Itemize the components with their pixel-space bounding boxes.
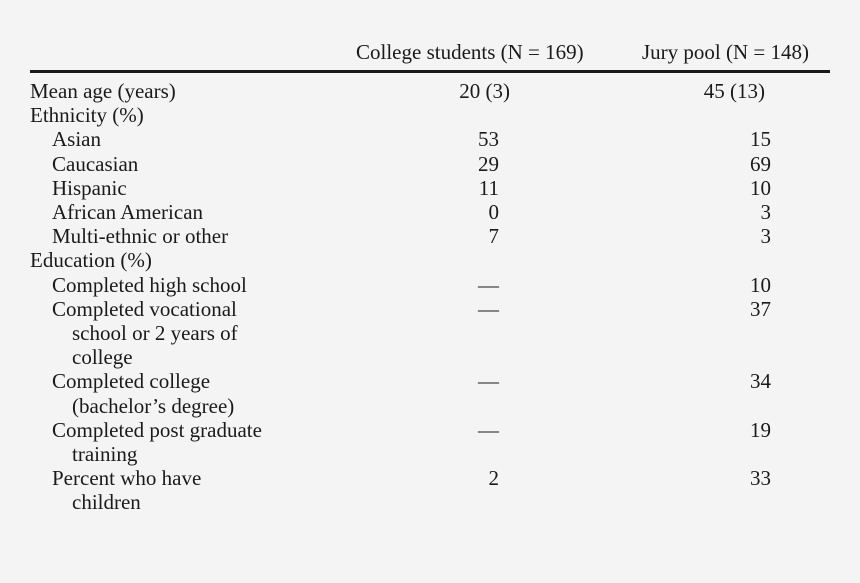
row-label: Asian	[52, 127, 101, 152]
row-label: Percent who have children	[30, 466, 386, 514]
table-row: Completed vocational school or 2 years o…	[30, 297, 830, 370]
table-row: African American 0 3	[30, 200, 830, 224]
table-row: Ethnicity (%)	[30, 103, 830, 127]
students-value: 2	[488, 466, 500, 491]
header-rule	[30, 70, 830, 73]
jury-value: 34	[750, 369, 771, 394]
row-label: Mean age (years)	[30, 79, 176, 103]
table-row: Education (%)	[30, 248, 830, 272]
section-label: Ethnicity (%)	[30, 103, 144, 128]
table-header: College students (N = 169) Jury pool (N …	[30, 30, 830, 70]
table-body: Mean age (years) 20 (3) 45 (13) Ethnicit…	[30, 73, 830, 515]
students-value: 7	[488, 224, 500, 249]
row-label-line: Completed post graduate	[52, 417, 262, 442]
jury-value: 19	[750, 417, 771, 442]
row-label-line: Completed vocational	[52, 296, 237, 321]
table-row: Caucasian 29 69	[30, 152, 830, 176]
jury-value: 45 (13)	[703, 79, 765, 103]
column-header-college-students: College students (N = 169)	[356, 40, 584, 64]
students-value	[386, 103, 499, 127]
column-header-jury-pool: Jury pool (N = 148)	[642, 40, 809, 64]
row-label-continuation: college	[72, 345, 133, 370]
row-label: Completed post graduate training	[30, 418, 386, 466]
table-row: Completed high school — 10	[30, 273, 830, 297]
row-label-continuation: (bachelor’s degree)	[72, 393, 235, 418]
row-label: Completed college (bachelor’s degree)	[30, 369, 386, 417]
students-value: —	[478, 272, 499, 297]
row-label-continuation: children	[72, 490, 141, 515]
jury-value: 33	[750, 466, 771, 491]
jury-value: 37	[750, 296, 771, 321]
table-row: Completed post graduate training — 19	[30, 418, 830, 466]
row-label-continuation: school or 2 years of	[72, 321, 238, 346]
jury-value: 10	[750, 175, 771, 200]
table-row: Mean age (years) 20 (3) 45 (13)	[30, 79, 830, 103]
students-value: —	[478, 369, 499, 394]
row-label: Hispanic	[52, 175, 127, 200]
students-value: 11	[478, 175, 499, 200]
row-label: Multi-ethnic or other	[52, 224, 229, 249]
jury-value: 10	[750, 272, 771, 297]
row-label: Completed vocational school or 2 years o…	[30, 297, 386, 370]
row-label-line: Completed college	[52, 369, 211, 394]
students-value: 0	[488, 200, 500, 225]
jury-value	[499, 103, 771, 127]
jury-value: 15	[750, 127, 771, 152]
demographics-table: College students (N = 169) Jury pool (N …	[30, 30, 830, 515]
row-label-line: Percent who have	[52, 466, 202, 491]
students-value: 29	[478, 151, 499, 176]
table-row: Completed college (bachelor’s degree) — …	[30, 369, 830, 417]
section-label: Education (%)	[30, 248, 152, 273]
row-label: Completed high school	[52, 272, 247, 297]
table-row: Percent who have children 2 33	[30, 466, 830, 514]
jury-value: 3	[760, 200, 772, 225]
students-value: —	[478, 417, 499, 442]
table-row: Hispanic 11 10	[30, 176, 830, 200]
row-label: Caucasian	[52, 151, 139, 176]
jury-value: 3	[760, 224, 772, 249]
row-label: African American	[52, 200, 204, 225]
jury-value: 69	[750, 151, 771, 176]
students-value: 20 (3)	[459, 79, 510, 103]
row-label-continuation: training	[72, 442, 138, 467]
table-row: Multi-ethnic or other 7 3	[30, 224, 830, 248]
table-row: Asian 53 15	[30, 127, 830, 151]
students-value	[386, 248, 499, 272]
students-value: —	[478, 296, 499, 321]
jury-value	[499, 248, 771, 272]
students-value: 53	[478, 127, 499, 152]
